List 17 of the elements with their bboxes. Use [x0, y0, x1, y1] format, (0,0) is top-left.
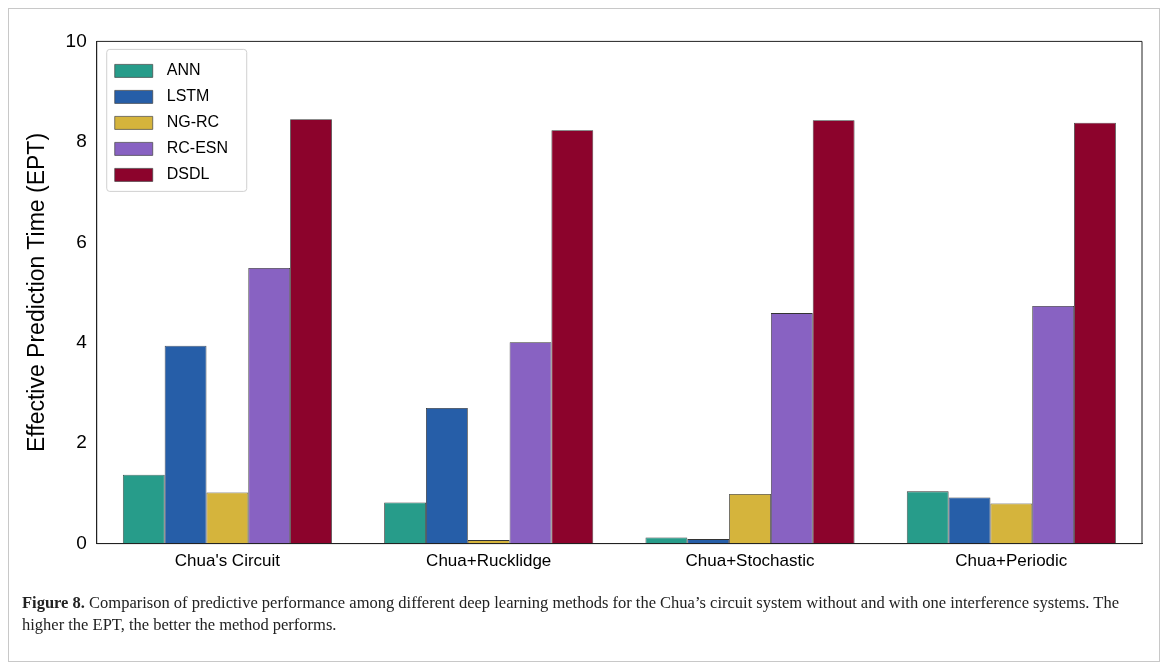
legend-label: LSTM — [166, 86, 210, 104]
legend-label: NG-RC — [166, 112, 220, 130]
caption: Figure 8. Comparison of predictive performance among different deep learning methods for the Chua’s circuit system without and with one interference systems. The higher the EPT, the better the method performs. — [22, 593, 1119, 634]
legend-label: RC-ESN — [166, 138, 229, 156]
y-tick-label: 2 — [76, 431, 87, 453]
y-axis-title: Effective Prediction Time (EPT) — [23, 132, 50, 453]
y-tick-label: 6 — [76, 230, 87, 252]
x-tick-label: Chua+Stochastic — [685, 551, 816, 571]
x-tick-label: Chua's Circuit — [174, 551, 281, 571]
x-tick-label: Chua+Rucklidge — [426, 551, 552, 571]
y-tick-label: 4 — [76, 330, 88, 352]
x-tick-label: Chua+Periodic — [955, 551, 1068, 571]
y-tick-label: 0 — [76, 531, 87, 553]
legend-label: ANN — [166, 60, 201, 78]
y-tick-label: 10 — [65, 29, 87, 51]
legend-label: DSDL — [166, 164, 210, 182]
y-tick-label: 8 — [76, 130, 87, 152]
